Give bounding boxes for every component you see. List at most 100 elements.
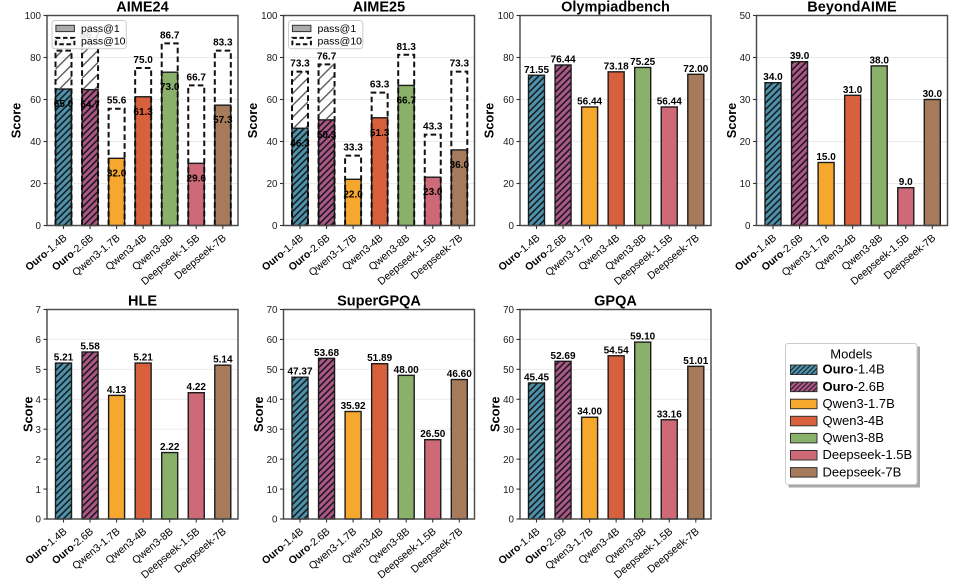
- svg-text:39.0: 39.0: [790, 51, 810, 62]
- svg-text:80: 80: [30, 53, 41, 64]
- svg-text:AIME24: AIME24: [116, 0, 168, 16]
- svg-text:51.3: 51.3: [370, 128, 390, 139]
- svg-text:70: 70: [267, 305, 278, 316]
- svg-text:5.21: 5.21: [54, 353, 74, 364]
- svg-text:5.58: 5.58: [80, 342, 100, 353]
- svg-text:10: 10: [740, 179, 751, 190]
- svg-text:66.7: 66.7: [187, 72, 207, 83]
- svg-text:Score: Score: [488, 396, 503, 432]
- svg-text:46.3: 46.3: [290, 138, 310, 149]
- svg-text:60: 60: [30, 95, 41, 106]
- svg-text:Olympiadbench: Olympiadbench: [561, 0, 670, 16]
- svg-text:0: 0: [745, 221, 751, 232]
- svg-text:38.0: 38.0: [869, 55, 889, 66]
- svg-text:35.92: 35.92: [341, 401, 366, 412]
- svg-text:32.0: 32.0: [107, 168, 127, 179]
- svg-text:pass@1: pass@1: [318, 23, 357, 35]
- svg-text:Score: Score: [9, 103, 24, 139]
- svg-text:73.18: 73.18: [604, 61, 629, 72]
- svg-text:34.00: 34.00: [577, 407, 602, 418]
- svg-text:20: 20: [267, 455, 278, 466]
- svg-text:10: 10: [503, 485, 514, 496]
- svg-text:Score: Score: [482, 103, 497, 139]
- svg-text:57.3: 57.3: [213, 115, 233, 126]
- svg-text:5: 5: [36, 365, 42, 376]
- svg-text:66.7: 66.7: [396, 95, 416, 106]
- svg-text:80: 80: [503, 53, 514, 64]
- svg-text:100: 100: [261, 11, 278, 22]
- svg-text:Deepseek-7B: Deepseek-7B: [823, 464, 902, 479]
- svg-text:40: 40: [267, 137, 278, 148]
- svg-text:60: 60: [503, 335, 514, 346]
- svg-text:Qwen3-8B: Qwen3-8B: [823, 430, 884, 445]
- svg-text:75.0: 75.0: [133, 55, 153, 66]
- svg-text:Score: Score: [245, 103, 260, 139]
- svg-text:31.0: 31.0: [843, 85, 863, 96]
- svg-text:30: 30: [267, 425, 278, 436]
- svg-text:30: 30: [503, 425, 514, 436]
- svg-text:29.6: 29.6: [187, 173, 207, 184]
- svg-text:10: 10: [267, 485, 278, 496]
- svg-text:Ouro-1.4B: Ouro-1.4B: [823, 362, 885, 377]
- svg-text:60: 60: [267, 335, 278, 346]
- svg-text:40: 40: [740, 53, 751, 64]
- svg-text:40: 40: [503, 137, 514, 148]
- svg-text:20: 20: [267, 179, 278, 190]
- svg-text:HLE: HLE: [128, 294, 157, 310]
- svg-text:75.25: 75.25: [630, 57, 655, 68]
- svg-text:33.3: 33.3: [343, 143, 363, 154]
- svg-text:71.55: 71.55: [524, 65, 549, 76]
- svg-text:50.3: 50.3: [317, 130, 337, 141]
- svg-text:72.00: 72.00: [683, 64, 708, 75]
- svg-text:Models: Models: [830, 347, 872, 362]
- svg-text:54.54: 54.54: [604, 345, 629, 356]
- svg-text:100: 100: [25, 11, 42, 22]
- svg-text:2: 2: [36, 455, 41, 466]
- svg-text:4.22: 4.22: [187, 382, 207, 393]
- svg-text:59.10: 59.10: [630, 332, 655, 343]
- svg-text:4: 4: [36, 395, 42, 406]
- svg-text:86.7: 86.7: [160, 30, 180, 41]
- svg-text:76.7: 76.7: [317, 51, 337, 62]
- svg-text:65.0: 65.0: [54, 99, 74, 110]
- svg-text:0: 0: [509, 221, 515, 232]
- svg-text:83.3: 83.3: [213, 38, 233, 49]
- svg-text:22.0: 22.0: [343, 189, 363, 200]
- svg-text:70: 70: [503, 305, 514, 316]
- svg-text:3: 3: [36, 425, 42, 436]
- svg-text:pass@10: pass@10: [318, 35, 363, 47]
- svg-text:43.3: 43.3: [423, 122, 443, 133]
- svg-text:56.44: 56.44: [657, 96, 682, 107]
- svg-text:60: 60: [503, 95, 514, 106]
- svg-text:80: 80: [267, 53, 278, 64]
- svg-text:SuperGPQA: SuperGPQA: [337, 294, 421, 310]
- svg-text:52.69: 52.69: [551, 351, 576, 362]
- svg-text:51.01: 51.01: [683, 356, 708, 367]
- svg-text:Score: Score: [21, 396, 36, 432]
- svg-text:48.00: 48.00: [394, 365, 419, 376]
- svg-text:63.3: 63.3: [370, 80, 390, 91]
- svg-text:23.0: 23.0: [423, 187, 443, 198]
- svg-text:0: 0: [36, 515, 42, 526]
- svg-text:50: 50: [740, 11, 751, 22]
- svg-text:pass@1: pass@1: [81, 23, 120, 35]
- svg-text:40: 40: [503, 395, 514, 406]
- svg-text:5.14: 5.14: [213, 355, 233, 366]
- svg-text:0: 0: [272, 515, 278, 526]
- svg-text:15.0: 15.0: [816, 152, 836, 163]
- svg-text:Qwen3-1.7B: Qwen3-1.7B: [823, 396, 895, 411]
- svg-text:45.45: 45.45: [524, 372, 549, 383]
- svg-text:100: 100: [498, 11, 515, 22]
- svg-text:Ouro-2.6B: Ouro-2.6B: [823, 379, 885, 394]
- svg-text:pass@10: pass@10: [81, 35, 126, 47]
- svg-text:0: 0: [272, 221, 278, 232]
- svg-text:Score: Score: [724, 103, 739, 139]
- svg-text:64.7: 64.7: [80, 100, 100, 111]
- svg-text:4.13: 4.13: [107, 385, 127, 396]
- svg-text:76.44: 76.44: [551, 54, 576, 65]
- svg-text:0: 0: [36, 221, 42, 232]
- svg-text:6: 6: [36, 335, 42, 346]
- svg-text:36.0: 36.0: [450, 160, 470, 171]
- svg-text:Score: Score: [251, 396, 266, 432]
- svg-text:30: 30: [740, 95, 751, 106]
